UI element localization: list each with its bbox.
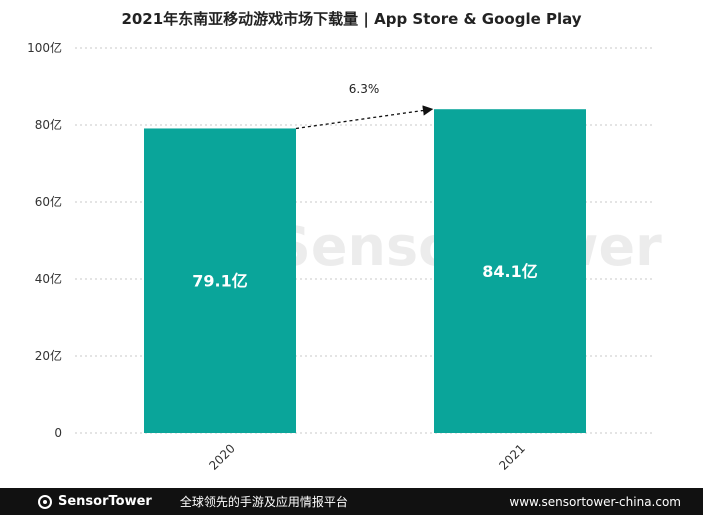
y-tick-label: 80亿 (35, 117, 62, 132)
footer-brand: SensorTower (58, 494, 152, 509)
y-tick-label: 60亿 (35, 194, 62, 209)
y-tick-label: 100亿 (27, 40, 62, 55)
bar-value-label: 79.1亿 (192, 272, 247, 291)
bar-2021 (434, 109, 586, 433)
y-tick-label: 0 (54, 426, 62, 440)
footer-slogan: 全球领先的手游及应用情报平台 (179, 495, 348, 509)
x-tick-label: 2021 (496, 441, 527, 472)
bar-2020 (144, 128, 296, 433)
sensortower-logo-icon (38, 494, 52, 509)
bar-chart: SensorTower 020亿40亿60亿80亿100亿79.1亿202084… (27, 40, 662, 473)
chart-title: 2021年东南亚移动游戏市场下载量 | App Store & Google P… (121, 10, 582, 28)
y-tick-label: 40亿 (35, 271, 62, 286)
footer: SensorTower 全球领先的手游及应用情报平台 www.sensortow… (0, 488, 703, 515)
footer-logo: SensorTower (38, 494, 152, 509)
growth-arrow (295, 105, 434, 130)
y-tick-label: 20亿 (35, 348, 62, 363)
bar-value-label: 84.1亿 (482, 262, 537, 281)
x-tick-label: 2020 (206, 441, 237, 472)
footer-url: www.sensortower-china.com (509, 494, 681, 509)
growth-annotation: 6.3% (349, 82, 380, 96)
